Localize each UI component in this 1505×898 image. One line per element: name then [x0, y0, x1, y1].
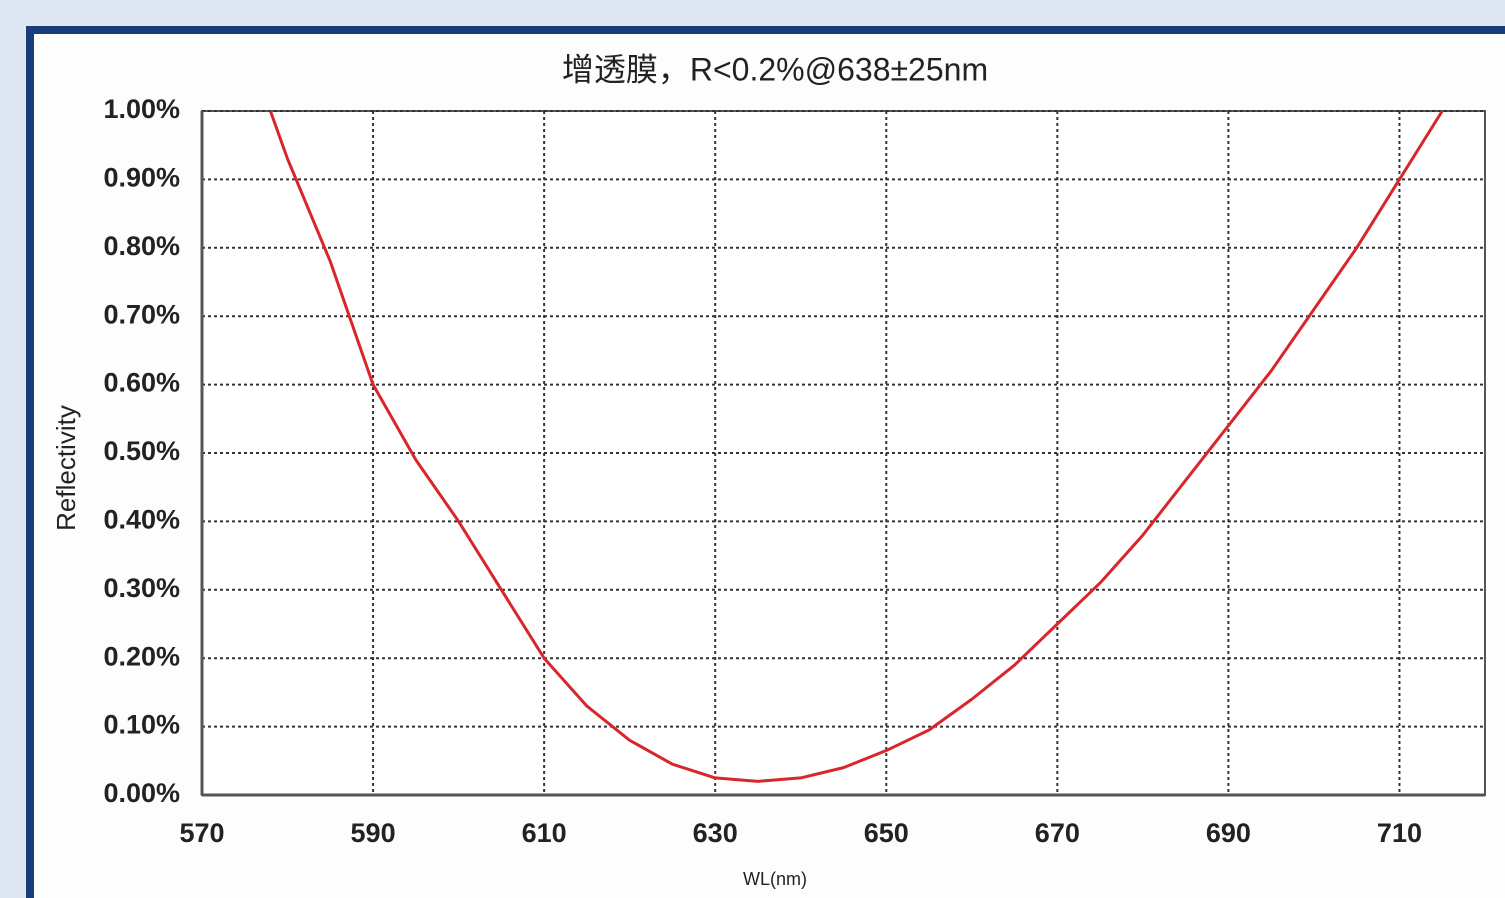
x-tick-label: 650	[864, 818, 909, 848]
y-tick-label: 0.60%	[103, 368, 180, 398]
x-tick-label: 630	[693, 818, 738, 848]
x-tick-label: 670	[1035, 818, 1080, 848]
x-tick-label: 570	[179, 818, 224, 848]
y-tick-label: 0.70%	[103, 299, 180, 329]
y-tick-label: 0.80%	[103, 231, 180, 261]
y-tick-label: 0.30%	[103, 573, 180, 603]
x-tick-label: 590	[351, 818, 396, 848]
y-tick-label: 1.00%	[103, 94, 180, 124]
y-tick-label: 0.10%	[103, 710, 180, 740]
y-tick-label: 0.40%	[103, 505, 180, 535]
x-axis-label: WL(nm)	[743, 869, 807, 889]
x-tick-label: 710	[1377, 818, 1422, 848]
y-tick-label: 0.00%	[103, 778, 180, 808]
data-line	[269, 110, 1444, 783]
y-tick-label: 0.50%	[103, 436, 180, 466]
chart-title: 增透膜，R<0.2%@638±25nm	[562, 51, 988, 87]
x-tick-label: 610	[522, 818, 567, 848]
y-tick-label: 0.90%	[103, 163, 180, 193]
y-axis-label: Reflectivity	[51, 405, 81, 531]
y-tick-label: 0.20%	[103, 641, 180, 671]
x-tick-label: 690	[1206, 818, 1251, 848]
